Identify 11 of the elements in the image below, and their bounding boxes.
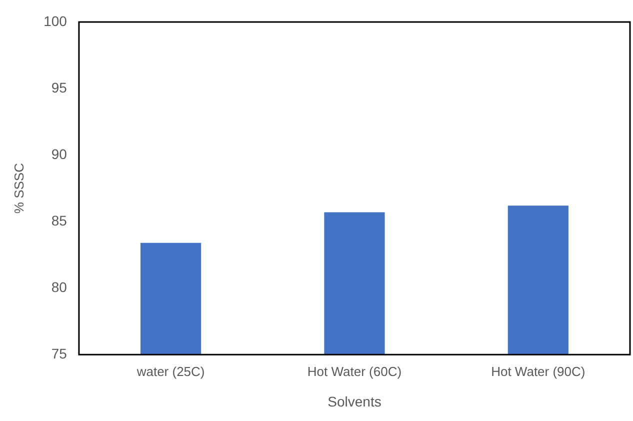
y-tick-label: 90 [51, 146, 68, 162]
x-axis-title: Solvents [328, 393, 382, 410]
x-tick-label: Hot Water (60C) [307, 364, 402, 379]
x-tick-label: Hot Water (90C) [491, 364, 586, 379]
y-tick-label: 80 [51, 278, 68, 295]
y-axis-title: % SSSC [11, 163, 26, 214]
y-tick-label: 75 [51, 345, 68, 362]
y-tick-label: 100 [44, 12, 68, 29]
y-tick-label: 85 [51, 212, 68, 228]
y-tick-label: 95 [51, 79, 68, 96]
x-tick-label: water (25C) [136, 364, 205, 379]
